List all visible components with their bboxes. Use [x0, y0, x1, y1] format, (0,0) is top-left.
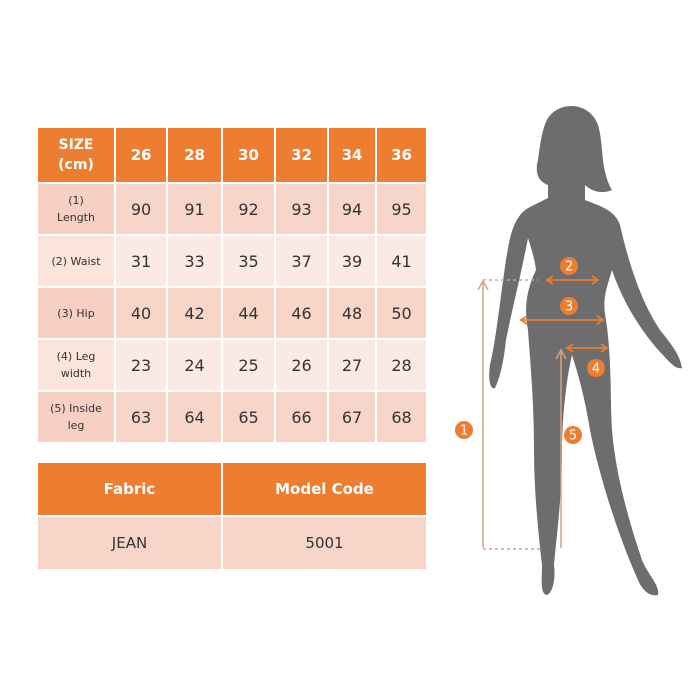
size-table: SIZE (cm) 26 28 30 32 34 36 (1) Length 90 91…: [36, 126, 428, 444]
marker-number: 5: [569, 429, 577, 444]
value-cell: 33: [166, 234, 223, 288]
marker-circle: [560, 257, 578, 275]
marker-number: 4: [592, 362, 600, 377]
size-col: 34: [327, 126, 377, 184]
size-col: 32: [274, 126, 329, 184]
row-label: (5) Inside leg: [36, 390, 116, 444]
marker-number: 1: [460, 424, 468, 439]
value-cell: 68: [375, 390, 428, 444]
marker-number: 3: [565, 300, 573, 315]
value-cell: 92: [221, 182, 276, 236]
marker-circle: [560, 297, 578, 315]
value-cell: 48: [327, 286, 377, 340]
value-cell: 44: [221, 286, 276, 340]
unit-label: (cm): [58, 157, 94, 173]
marker-circle: [587, 359, 605, 377]
fabric-header: Fabric: [36, 461, 223, 517]
measurement-arrows: [519, 275, 609, 353]
value-cell: 41: [375, 234, 428, 288]
row-label-line: (4) Leg: [56, 350, 96, 363]
row-label-line: (3) Hip: [57, 306, 95, 320]
value-cell: 64: [166, 390, 223, 444]
value-cell: 66: [274, 390, 329, 444]
value-cell: 90: [114, 182, 168, 236]
value-cell: 24: [166, 338, 223, 392]
size-col: 28: [166, 126, 223, 184]
table-row: (1) Length 90 91 92 93 94 95: [36, 182, 428, 236]
value-cell: 42: [166, 286, 223, 340]
value-cell: 65: [221, 390, 276, 444]
value-cell: 27: [327, 338, 377, 392]
value-cell: 95: [375, 182, 428, 236]
row-label-line: (1): [68, 194, 84, 207]
silhouette: [489, 105, 682, 596]
measurement-lines: [477, 279, 567, 550]
size-col: 36: [375, 126, 428, 184]
value-cell: 50: [375, 286, 428, 340]
info-table: Fabric Model Code JEAN 5001: [36, 461, 428, 571]
value-cell: 63: [114, 390, 168, 444]
value-cell: 93: [274, 182, 329, 236]
table-row: (4) Leg width 23 24 25 26 27 28: [36, 338, 428, 392]
markers: 1 2 3 4 5: [455, 257, 605, 444]
row-label-line: Length: [57, 211, 95, 224]
size-col: 26: [114, 126, 168, 184]
value-cell: 28: [375, 338, 428, 392]
model-code-header: Model Code: [221, 461, 428, 517]
size-label: SIZE: [58, 137, 94, 153]
value-cell: 91: [166, 182, 223, 236]
header-row: SIZE (cm) 26 28 30 32 34 36: [36, 126, 428, 184]
value-cell: 46: [274, 286, 329, 340]
fabric-value: JEAN: [36, 515, 223, 571]
value-cell: 26: [274, 338, 329, 392]
value-cell: 25: [221, 338, 276, 392]
value-cell: 35: [221, 234, 276, 288]
value-cell: 37: [274, 234, 329, 288]
model-code-value: 5001: [221, 515, 428, 571]
row-label: (1) Length: [36, 182, 116, 236]
table-row: (5) Inside leg 63 64 65 66 67 68: [36, 390, 428, 444]
value-cell: 31: [114, 234, 168, 288]
value-cell: 94: [327, 182, 377, 236]
size-col: 30: [221, 126, 276, 184]
row-label-line: (5) Inside: [50, 402, 102, 415]
value-cell: 39: [327, 234, 377, 288]
value-cell: 40: [114, 286, 168, 340]
table-row: (3) Hip 40 42 44 46 48 50: [36, 286, 428, 340]
row-label: (3) Hip: [36, 286, 116, 340]
row-label-line: (2) Waist: [51, 254, 101, 268]
row-label: (2) Waist: [36, 234, 116, 288]
size-header: SIZE (cm): [36, 126, 116, 184]
value-cell: 23: [114, 338, 168, 392]
table-row: (2) Waist 31 33 35 37 39 41: [36, 234, 428, 288]
marker-circle: [455, 421, 473, 439]
row-label-line: leg: [67, 419, 85, 432]
marker-circle: [564, 426, 582, 444]
marker-number: 2: [565, 260, 573, 275]
row-label-line: width: [60, 367, 92, 380]
value-cell: 67: [327, 390, 377, 444]
row-label: (4) Leg width: [36, 338, 116, 392]
